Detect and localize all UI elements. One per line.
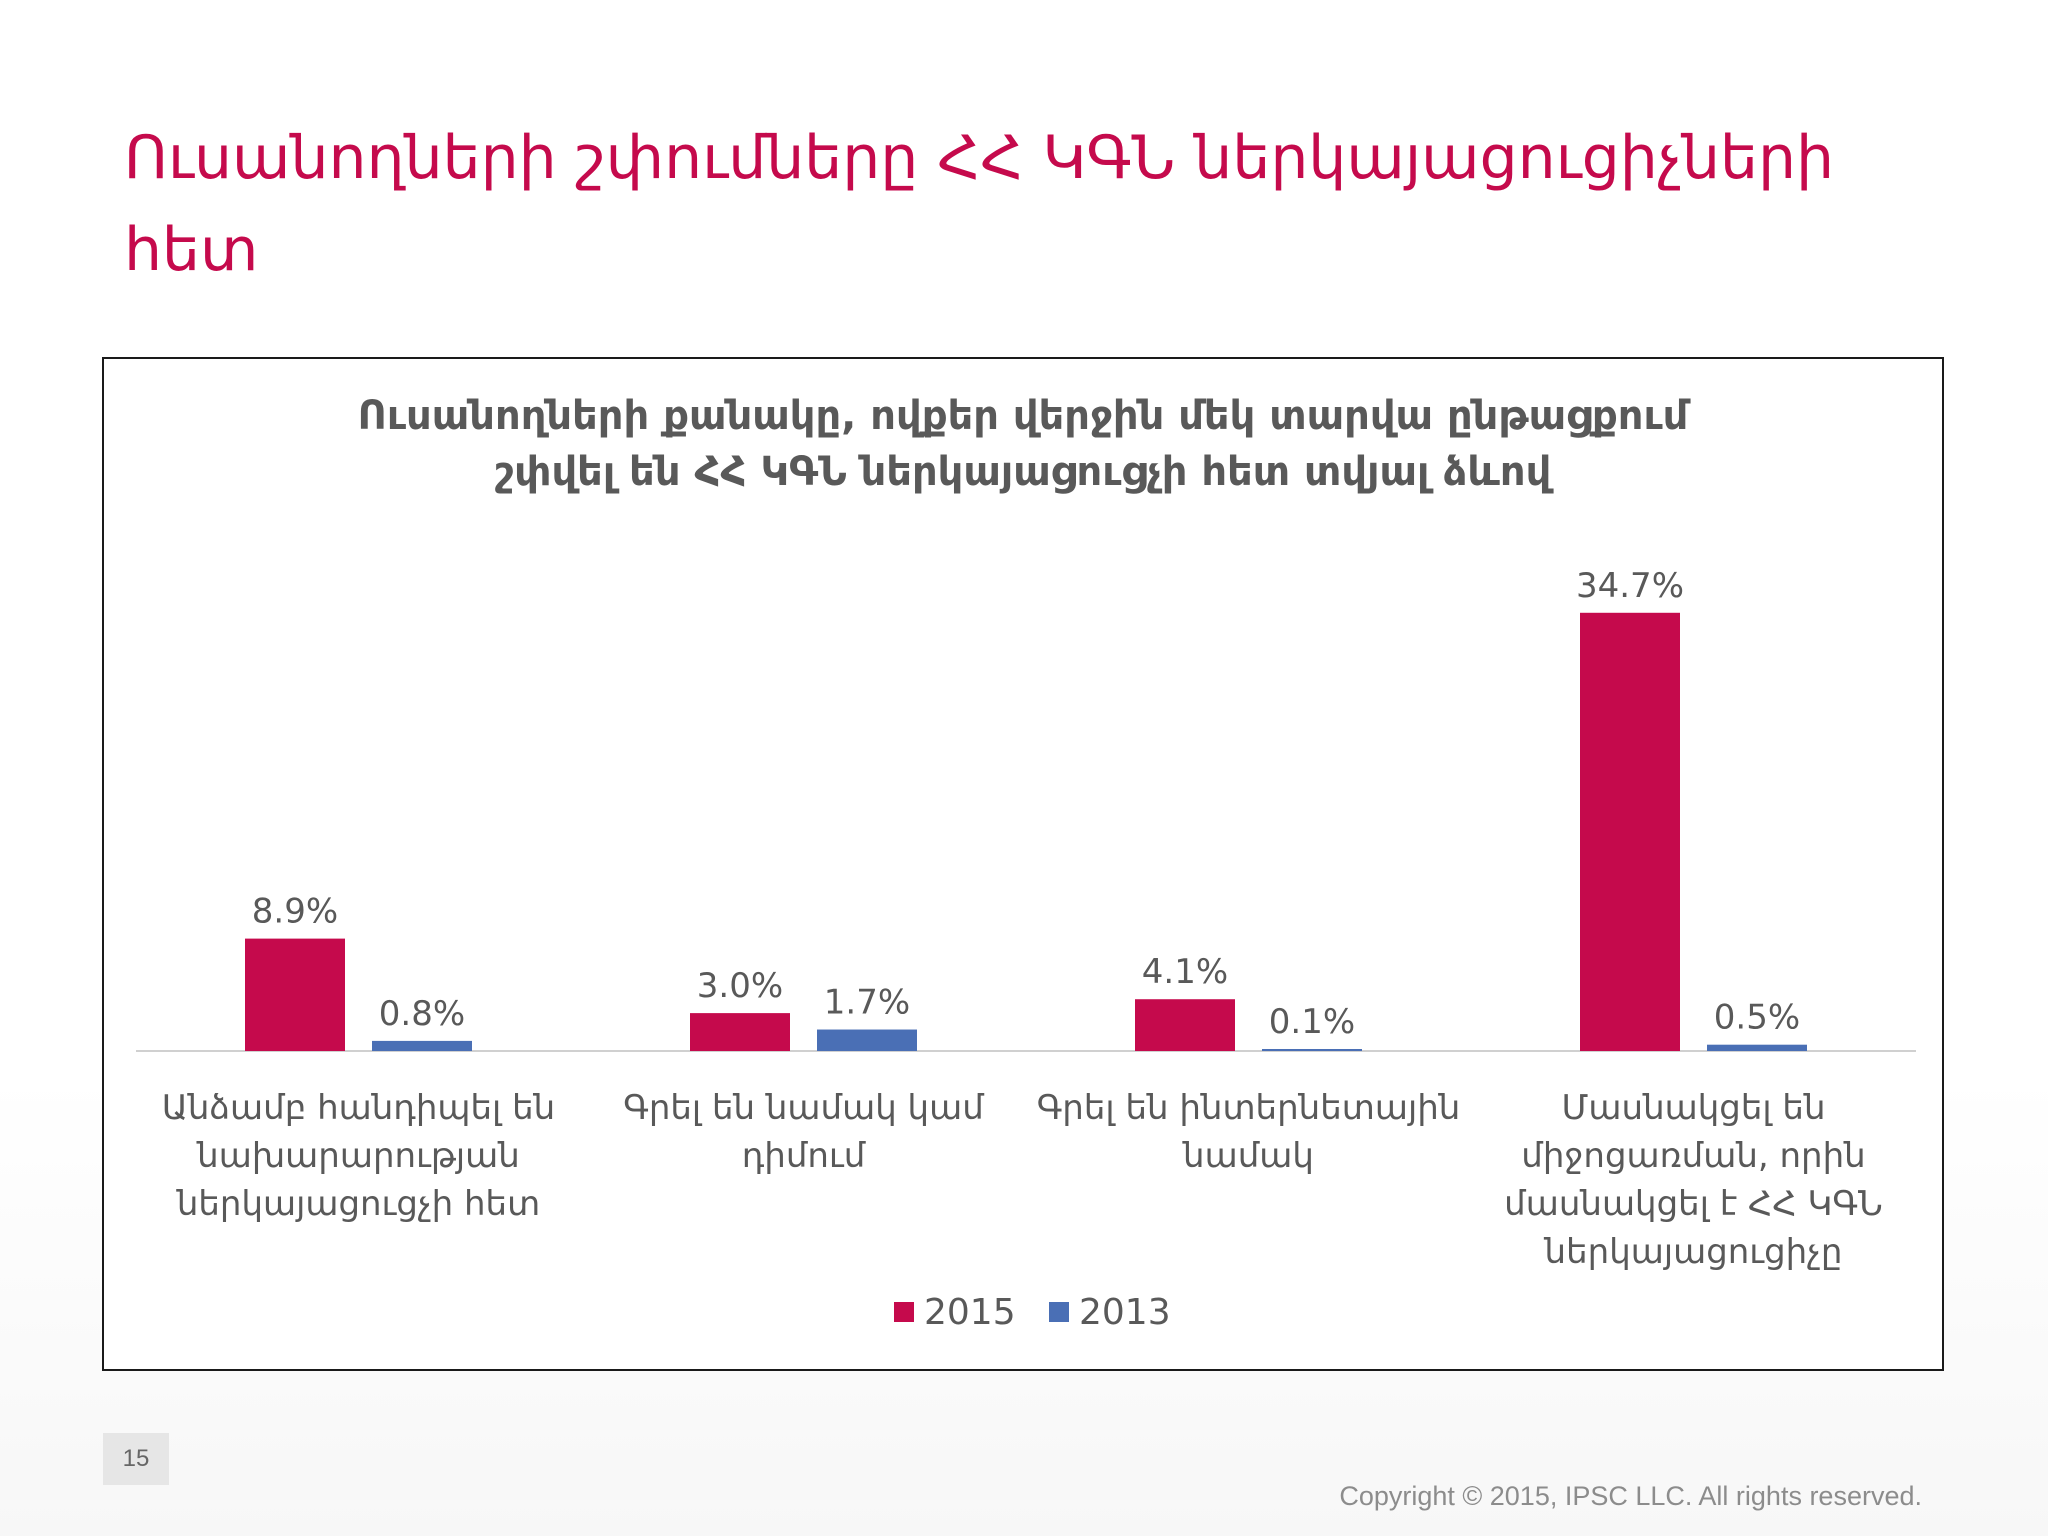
bar-2013-cat-1 (372, 1040, 472, 1051)
slide-title: Ուսանողների շփումները ՀՀ ԿԳՆ ներկայացուց… (124, 123, 1835, 285)
category-label-4-line-2: միջոցառման, որին (1521, 1136, 1865, 1176)
category-label-2-line-1: Գրել են նամակ կամ (623, 1088, 984, 1128)
bar-2013-cat-4 (1707, 1044, 1807, 1051)
bar-2015-cat-2 (690, 1013, 790, 1051)
category-label-3-line-2: նամակ (1182, 1136, 1314, 1176)
legend-swatch-2015 (894, 1302, 914, 1322)
data-label-2013-cat-3: 0.1% (1269, 1002, 1355, 1042)
legend-label-2015: 2015 (924, 1292, 1016, 1333)
chart-title-line-2: շփվել են ՀՀ ԿԳՆ ներկայացուցչի հետ տվյալ … (495, 449, 1554, 495)
category-label-4-line-1: Մասնակցել են (1561, 1088, 1825, 1128)
data-label-2015-cat-4: 34.7% (1576, 566, 1684, 606)
chart-title-line-1: Ուսանողների քանակը, ովքեր վերջին մեկ տար… (358, 393, 1691, 439)
bar-2015-cat-3 (1135, 999, 1235, 1051)
category-label-2-line-2: դիմում (742, 1136, 866, 1176)
bar-2015-cat-1 (245, 938, 345, 1051)
legend-swatch-2013 (1049, 1302, 1069, 1322)
data-label-2013-cat-1: 0.8% (379, 994, 465, 1034)
category-label-1-line-3: ներկայացուցչի հետ (176, 1184, 540, 1224)
data-label-2015-cat-3: 4.1% (1142, 952, 1228, 992)
legend-label-2013: 2013 (1079, 1292, 1171, 1333)
category-label-1-line-2: նախարարության (196, 1136, 520, 1176)
data-label-2013-cat-4: 0.5% (1714, 998, 1800, 1038)
page-number: 15 (103, 1433, 169, 1485)
bar-chart: Ուսանողների քանակը, ովքեր վերջին մեկ տար… (136, 393, 1916, 1333)
data-label-2015-cat-2: 3.0% (697, 966, 783, 1006)
copyright-notice: Copyright © 2015, IPSC LLC. All rights r… (1339, 1481, 1922, 1511)
category-label-1-line-1: Անձամբ հանդիպել են (162, 1088, 555, 1128)
bar-2013-cat-2 (817, 1029, 917, 1051)
category-label-3-line-1: Գրել են ինտերնետային (1037, 1088, 1461, 1128)
chart-frame: Ուսանողների քանակը, ովքեր վերջին մեկ տար… (102, 357, 1944, 1371)
bar-2015-cat-4 (1580, 612, 1680, 1051)
data-label-2015-cat-1: 8.9% (252, 892, 338, 932)
category-label-4-line-4: ներկայացուցիչը (1544, 1232, 1843, 1272)
data-label-2013-cat-2: 1.7% (824, 983, 910, 1023)
bar-2013-cat-3 (1262, 1049, 1362, 1051)
category-label-4-line-3: մասնակցել է ՀՀ ԿԳՆ (1504, 1184, 1883, 1224)
